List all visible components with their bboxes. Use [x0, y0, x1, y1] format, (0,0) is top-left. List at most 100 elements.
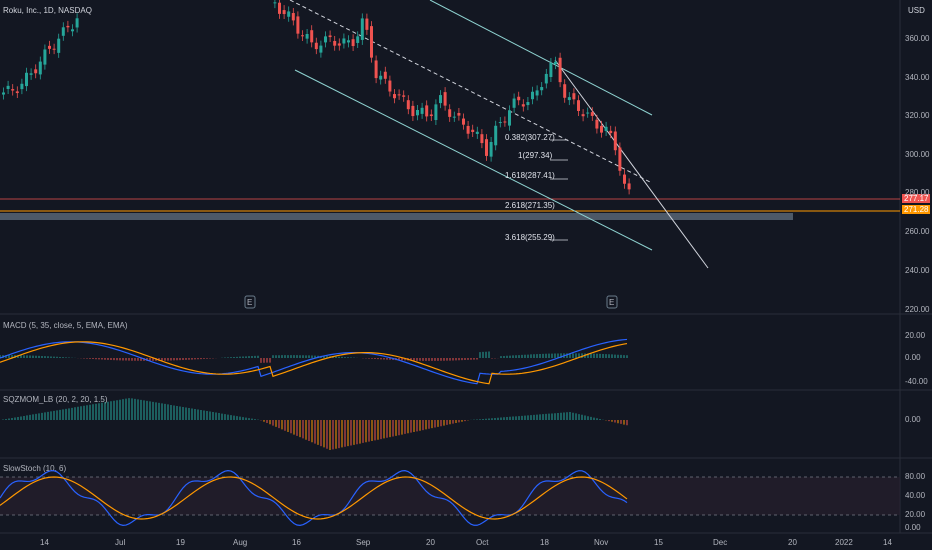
candle-body — [6, 85, 10, 90]
candle-body — [43, 49, 47, 65]
candle-body — [544, 73, 548, 84]
candle-body — [57, 38, 61, 53]
earnings-marker[interactable]: E — [244, 295, 256, 309]
time-axis-label: Jul — [115, 538, 125, 547]
price-axis-label: 280.00 — [905, 188, 930, 197]
candle-body — [383, 71, 387, 79]
candle-body — [462, 118, 465, 125]
candle-body — [328, 35, 332, 38]
candle-body — [374, 60, 378, 79]
svg-text:E: E — [609, 298, 614, 307]
time-axis-label: 14 — [40, 538, 49, 547]
sqzmom-label[interactable]: SQZMOM_LB (20, 2, 20, 1.5) — [3, 395, 108, 404]
candle-body — [370, 26, 373, 58]
candle-body — [11, 89, 15, 91]
price-axis-label: 300.00 — [905, 150, 930, 159]
earnings-marker[interactable]: E — [606, 295, 618, 309]
candle-body — [558, 57, 562, 83]
time-axis-label: 14 — [883, 538, 892, 547]
stoch-axis-label: 0.00 — [905, 523, 921, 532]
candle-body — [489, 142, 493, 157]
time-axis-label: Aug — [233, 538, 247, 547]
candle-body — [351, 39, 355, 47]
candle-body — [452, 116, 456, 118]
candle-body — [310, 30, 314, 43]
fib-level-label: 1.618(287.41) — [505, 171, 555, 180]
channel-upper-line[interactable] — [429, 0, 653, 116]
candle-body — [25, 72, 28, 87]
price-axis-label: 320.00 — [905, 111, 930, 120]
price-axis-label: 260.00 — [905, 227, 930, 236]
candle-body — [443, 92, 447, 106]
candle-body — [388, 80, 392, 92]
candle-body — [38, 61, 42, 75]
macd-label[interactable]: MACD (5, 35, close, 5, EMA, EMA) — [3, 321, 128, 330]
price-axis-label: 240.00 — [905, 266, 930, 275]
trend-line[interactable] — [554, 59, 709, 269]
candle-body — [379, 75, 383, 80]
candle-body — [393, 94, 396, 99]
candle-body — [475, 131, 479, 134]
candle-body — [517, 96, 521, 101]
currency-label[interactable]: USD — [908, 6, 925, 15]
candle-body — [20, 83, 24, 90]
candle-body — [75, 18, 79, 28]
slowstoch-label[interactable]: SlowStoch (10, 6) — [3, 464, 67, 473]
candle-body — [273, 2, 277, 4]
candle-body — [508, 110, 511, 126]
candle-body — [623, 174, 626, 184]
candle-body — [595, 119, 599, 129]
symbol-title[interactable]: Roku, Inc., 1D, NASDAQ — [3, 6, 92, 15]
support-zone[interactable] — [0, 213, 793, 220]
candle-body — [531, 91, 534, 100]
candle-body — [319, 45, 323, 53]
candle-body — [618, 147, 622, 171]
macd-axis-label: -40.00 — [905, 377, 928, 386]
fib-level-label: 0.382(307.27) — [505, 133, 555, 142]
candle-body — [287, 11, 291, 17]
candle-body — [526, 102, 530, 106]
channel-lower-line[interactable] — [294, 69, 653, 251]
candle-body — [397, 94, 401, 96]
candle-body — [305, 34, 309, 39]
candle-body — [402, 95, 406, 97]
time-axis-label: 19 — [176, 538, 185, 547]
candle-body — [554, 61, 557, 65]
candle-body — [448, 109, 452, 117]
channel-midline[interactable] — [289, 0, 651, 183]
candlestick-series[interactable] — [2, 0, 631, 195]
time-axis-label: 2022 — [835, 538, 853, 547]
fib-level-label: 2.618(271.35) — [505, 201, 555, 210]
macd-histogram — [0, 351, 628, 363]
candle-body — [342, 38, 346, 44]
candle-body — [365, 18, 369, 30]
macd-line — [0, 338, 628, 385]
last-price-tag: 277.17 — [902, 194, 931, 203]
candle-body — [29, 73, 33, 75]
candle-body — [590, 112, 594, 116]
svg-text:E: E — [247, 298, 252, 307]
candle-body — [347, 40, 350, 43]
price-axis-label: 220.00 — [905, 305, 930, 314]
candle-body — [549, 63, 553, 77]
candle-body — [572, 93, 576, 100]
candle-body — [627, 183, 631, 190]
candle-body — [471, 129, 475, 132]
level-price-tag: 271.28 — [902, 205, 931, 214]
time-axis-label: Nov — [594, 538, 608, 547]
candle-body — [581, 114, 585, 117]
time-axis-label: Dec — [713, 538, 727, 547]
candle-body — [296, 16, 300, 34]
price-axis-label: 340.00 — [905, 73, 930, 82]
candle-body — [324, 36, 327, 43]
time-axis-label: 20 — [426, 538, 435, 547]
candle-body — [66, 25, 70, 28]
time-axis-label: 20 — [788, 538, 797, 547]
candle-body — [15, 91, 19, 94]
candle-body — [613, 131, 617, 151]
candle-body — [291, 13, 295, 21]
time-axis-label: Sep — [356, 538, 371, 547]
candle-body — [466, 125, 470, 134]
candle-body — [71, 29, 74, 32]
